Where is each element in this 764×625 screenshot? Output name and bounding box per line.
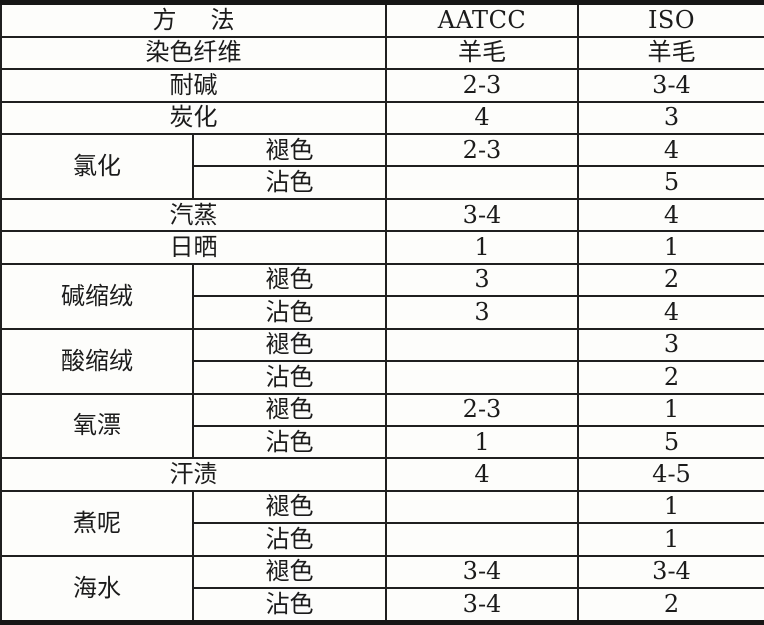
fade-label-cell: 褪色 <box>192 392 387 427</box>
header-method-cell: 方 法 <box>0 1 387 38</box>
iso-value-cell: 3-4 <box>577 68 764 103</box>
iso-value-cell: 4 <box>577 295 764 330</box>
aatcc-value-cell <box>385 327 579 363</box>
row-acid-milling-stain: 沾色 2 <box>1 360 764 395</box>
stain-label-cell: 沾色 <box>192 424 387 460</box>
row-alkali-resistance: 耐碱 2-3 3-4 <box>0 68 764 103</box>
stain-label-cell: 沾色 <box>192 295 387 330</box>
iso-value-cell: 1 <box>577 489 764 525</box>
row-alkali-milling-fade: 碱缩绒 褪色 3 2 <box>0 262 764 330</box>
row-dyed-fiber: 染色纤维 羊毛 羊毛 <box>0 35 764 71</box>
aatcc-value-cell: 4 <box>385 457 579 492</box>
fade-label-cell: 褪色 <box>192 262 387 298</box>
aatcc-value-cell <box>385 522 579 557</box>
aatcc-value-cell: 1 <box>385 424 579 460</box>
group-label-cell: 氯化 <box>0 133 194 200</box>
iso-value-cell: 3 <box>577 327 764 363</box>
row-seawater-stain: 沾色 3-4 2 <box>1 587 764 624</box>
iso-value-cell: 3 <box>577 100 764 136</box>
fiber-aatcc-cell: 羊毛 <box>385 35 579 71</box>
method-label-cell: 炭化 <box>0 100 387 136</box>
row-carbonization: 炭化 4 3 <box>0 100 764 136</box>
row-acid-milling-fade: 酸缩绒 褪色 3 <box>0 327 764 395</box>
stain-label-cell: 沾色 <box>192 587 387 624</box>
fade-label-cell: 褪色 <box>192 489 387 525</box>
iso-value-cell: 5 <box>577 165 764 200</box>
fiber-label-cell: 染色纤维 <box>0 35 387 71</box>
aatcc-value-cell: 3-4 <box>385 197 579 233</box>
fiber-iso-cell: 羊毛 <box>577 35 764 71</box>
group-label-cell: 碱缩绒 <box>0 262 194 330</box>
aatcc-value-cell: 2-3 <box>385 392 579 427</box>
stain-label-cell: 沾色 <box>192 522 387 557</box>
iso-value-cell: 1 <box>577 392 764 427</box>
iso-value-cell: 3-4 <box>577 554 764 590</box>
row-header: 方 法 AATCC ISO <box>0 1 764 38</box>
stain-label-cell: 沾色 <box>192 360 387 395</box>
aatcc-value-cell: 1 <box>385 230 579 265</box>
row-chlorination-stain: 沾色 5 <box>1 165 764 200</box>
row-chlorination-fade: 氯化 褪色 2-3 4 <box>0 133 764 200</box>
group-label-cell: 海水 <box>0 554 194 624</box>
iso-value-cell: 1 <box>577 230 764 265</box>
header-iso-cell: ISO <box>577 1 764 38</box>
aatcc-value-cell: 2-3 <box>385 133 579 168</box>
aatcc-value-cell <box>385 489 579 525</box>
aatcc-value-cell: 2-3 <box>385 68 579 103</box>
row-oxygen-bleach-stain: 沾色 1 5 <box>1 424 764 460</box>
row-perspiration: 汗渍 4 4-5 <box>0 457 764 492</box>
aatcc-value-cell: 4 <box>385 100 579 136</box>
fade-label-cell: 褪色 <box>192 554 387 590</box>
row-decating-stain: 沾色 1 <box>1 522 764 557</box>
aatcc-value-cell: 3-4 <box>385 554 579 590</box>
header-aatcc-cell: AATCC <box>385 1 579 38</box>
row-sunlight: 日晒 1 1 <box>0 230 764 265</box>
row-steaming: 汽蒸 3-4 4 <box>0 197 764 233</box>
method-label-cell: 耐碱 <box>0 68 387 103</box>
stain-label-cell: 沾色 <box>192 165 387 200</box>
iso-value-cell: 4 <box>577 133 764 168</box>
iso-value-cell: 2 <box>577 360 764 395</box>
group-label-cell: 酸缩绒 <box>0 327 194 395</box>
group-label-cell: 氧漂 <box>0 392 194 460</box>
row-oxygen-bleach-fade: 氧漂 褪色 2-3 1 <box>0 392 764 460</box>
iso-value-cell: 1 <box>577 522 764 557</box>
aatcc-value-cell <box>385 360 579 395</box>
iso-value-cell: 5 <box>577 424 764 460</box>
row-decating-fade: 煮呢 褪色 1 <box>0 489 764 557</box>
iso-value-cell: 4 <box>577 197 764 233</box>
method-label-cell: 日晒 <box>0 230 387 265</box>
aatcc-value-cell: 3 <box>385 295 579 330</box>
fade-label-cell: 褪色 <box>192 327 387 363</box>
aatcc-value-cell: 3 <box>385 262 579 298</box>
row-seawater-fade: 海水 褪色 3-4 3-4 <box>0 554 764 624</box>
group-label-cell: 煮呢 <box>0 489 194 557</box>
aatcc-value-cell: 3-4 <box>385 587 579 624</box>
iso-value-cell: 2 <box>577 262 764 298</box>
iso-value-cell: 2 <box>577 587 764 624</box>
row-alkali-milling-stain: 沾色 3 4 <box>1 295 764 330</box>
header-method-label: 方 法 <box>152 5 235 34</box>
aatcc-value-cell <box>385 165 579 200</box>
method-label-cell: 汗渍 <box>0 457 387 492</box>
iso-value-cell: 4-5 <box>577 457 764 492</box>
fade-label-cell: 褪色 <box>192 133 387 168</box>
method-label-cell: 汽蒸 <box>0 197 387 233</box>
